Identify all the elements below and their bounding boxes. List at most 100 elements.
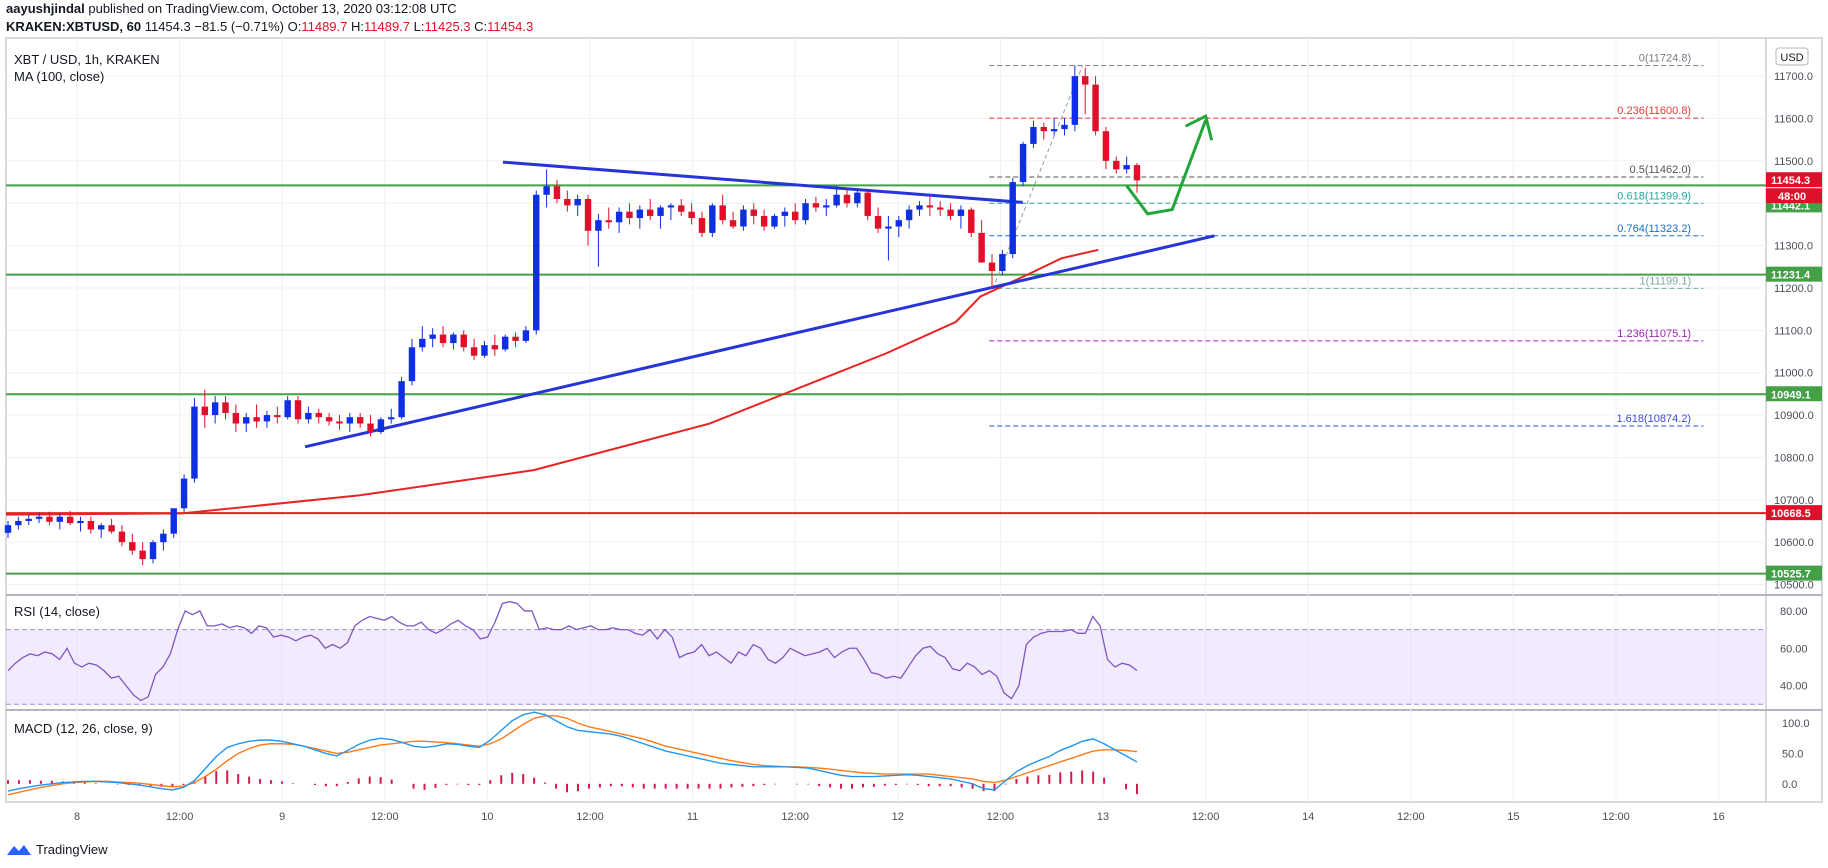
time-tick-label: 9 bbox=[279, 811, 285, 823]
time-tick-label: 14 bbox=[1302, 811, 1314, 823]
fib-anchor-line bbox=[992, 65, 1083, 289]
open-value: 11489.7 bbox=[301, 19, 348, 34]
candle-body bbox=[46, 516, 53, 522]
lower-trendline bbox=[304, 234, 1215, 449]
candle-body bbox=[999, 254, 1006, 272]
time-tick-label: 15 bbox=[1507, 811, 1519, 823]
time-tick-label: 12:00 bbox=[166, 811, 194, 823]
publisher-name[interactable]: aayushjindal bbox=[6, 1, 85, 16]
candle-body bbox=[802, 203, 809, 221]
fib-level-label: 0(11724.8) bbox=[1639, 53, 1691, 65]
candle-body bbox=[719, 205, 726, 221]
fib-level-label: 0.618(11399.9) bbox=[1617, 190, 1691, 202]
candle-body bbox=[553, 186, 561, 199]
candle-body bbox=[833, 194, 840, 206]
candle-body bbox=[885, 226, 892, 229]
candle-body bbox=[336, 421, 343, 424]
candle-body bbox=[1050, 129, 1058, 132]
close-value: 11454.3 bbox=[487, 19, 534, 34]
candle-body bbox=[988, 262, 996, 272]
price-tick-label: 10500.0 bbox=[1774, 580, 1814, 592]
candle-body bbox=[501, 336, 509, 350]
time-tick-label: 16 bbox=[1712, 811, 1724, 823]
candle-body bbox=[791, 211, 799, 221]
ohlc-line: KRAKEN:XBTUSD, 60 11454.3 −81.5 (−0.71%)… bbox=[6, 19, 533, 34]
candle-body bbox=[771, 215, 778, 227]
fib-level-label: 1(11199.1) bbox=[1640, 275, 1692, 287]
publish-info: published on TradingView.com, October 13… bbox=[84, 1, 457, 16]
candle-body bbox=[1113, 160, 1120, 170]
candle-body bbox=[1133, 165, 1141, 181]
fib-level-label: 0.764(11323.2) bbox=[1617, 223, 1691, 235]
price-tag: 10668.5 bbox=[1766, 505, 1822, 520]
candle-body bbox=[895, 220, 902, 227]
candle-body bbox=[760, 215, 768, 227]
macd-signal-line bbox=[7, 715, 1138, 796]
time-tick-label: 12:00 bbox=[1602, 811, 1630, 823]
candle-body bbox=[1102, 131, 1110, 161]
ma-legend: MA (100, close) bbox=[14, 69, 104, 84]
fib-level-label: 1.236(11075.1) bbox=[1617, 328, 1691, 340]
candle-body bbox=[108, 525, 115, 532]
candle-body bbox=[77, 520, 84, 524]
candle-body bbox=[460, 334, 467, 348]
candle-body bbox=[678, 205, 685, 212]
candle-body bbox=[823, 205, 830, 208]
candle-body bbox=[56, 516, 63, 522]
candle-body bbox=[149, 542, 157, 560]
time-tick-label: 12:00 bbox=[576, 811, 604, 823]
candle-body bbox=[15, 520, 22, 526]
open-label: O: bbox=[287, 19, 302, 34]
candle-body bbox=[356, 417, 364, 424]
tradingview-logo[interactable]: TradingView bbox=[6, 842, 108, 857]
candle-body bbox=[263, 415, 271, 422]
price-tag-label: 11442.1 bbox=[1771, 200, 1810, 212]
candle-body bbox=[926, 205, 934, 208]
candle-body bbox=[98, 525, 105, 530]
candle-body bbox=[35, 516, 43, 519]
close-label: C: bbox=[474, 19, 488, 34]
price-tag: 11231.4 bbox=[1766, 266, 1822, 282]
candle-body bbox=[1019, 143, 1027, 183]
candle-body bbox=[305, 412, 312, 420]
time-tick-label: 10 bbox=[481, 811, 493, 823]
candle-body bbox=[709, 205, 716, 233]
currency-badge bbox=[1775, 47, 1809, 66]
candle-body bbox=[439, 334, 447, 344]
candle-body bbox=[781, 211, 789, 216]
price-tag-label: 11231.4 bbox=[1771, 270, 1811, 282]
candle-body bbox=[274, 415, 281, 418]
tradingview-logo-icon bbox=[7, 844, 31, 855]
price-tick-label: 11300.0 bbox=[1774, 241, 1813, 253]
candle-body bbox=[854, 192, 861, 204]
time-tick-label: 12:00 bbox=[987, 811, 1015, 823]
candle-body bbox=[936, 207, 944, 210]
candle-body bbox=[191, 406, 198, 479]
candle-body bbox=[698, 218, 706, 233]
price-tag-bg bbox=[1766, 565, 1822, 581]
candle-body bbox=[978, 232, 985, 263]
price-tag-label: 10949.1 bbox=[1771, 389, 1811, 401]
candle-body bbox=[25, 518, 32, 521]
candle-body bbox=[636, 209, 644, 219]
candle-body bbox=[294, 400, 302, 420]
fib-level-label: 0.236(11600.8) bbox=[1617, 105, 1691, 117]
candle-body bbox=[118, 531, 126, 543]
candle-body bbox=[139, 550, 146, 560]
last-price: 11454.3 bbox=[144, 19, 191, 34]
countdown-label: 48:00 bbox=[1778, 191, 1806, 203]
candle-body bbox=[450, 334, 457, 344]
candle-body bbox=[947, 209, 954, 216]
price-tag-bg bbox=[1766, 505, 1822, 521]
candle-body bbox=[243, 417, 250, 424]
rsi-legend: RSI (14, close) bbox=[14, 604, 100, 619]
candle-body bbox=[626, 211, 633, 219]
price-tick-label: 11500.0 bbox=[1774, 156, 1813, 168]
candle-body bbox=[657, 207, 664, 216]
candle-body bbox=[170, 508, 177, 534]
candle-body bbox=[874, 215, 882, 229]
macd-tick-label: 50.0 bbox=[1782, 748, 1803, 760]
time-tick-label: 12:00 bbox=[1192, 811, 1220, 823]
candle-body bbox=[533, 194, 540, 331]
